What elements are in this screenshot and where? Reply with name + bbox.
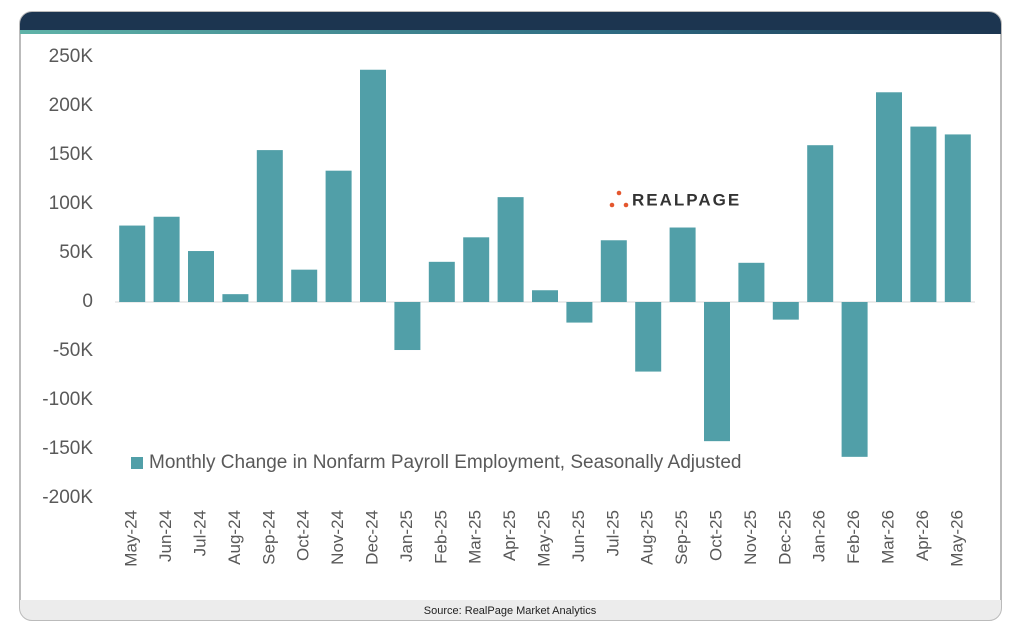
bar [119, 225, 146, 302]
logo: REALPAGE [632, 190, 741, 209]
x-tick-label: Jul-25 [603, 510, 622, 556]
x-tick-label: May-26 [947, 510, 966, 567]
y-tick-label: -100K [42, 389, 93, 410]
y-tick-label: -200K [42, 487, 93, 508]
x-tick-label: Sep-25 [672, 510, 691, 565]
y-tick-label: -150K [42, 438, 93, 459]
bar [291, 269, 318, 302]
bar [188, 251, 214, 302]
x-tick-label: Jan-25 [397, 510, 416, 562]
x-tick-label: Nov-25 [741, 510, 760, 565]
x-tick-label: Oct-24 [294, 510, 313, 561]
x-tick-label: Mar-26 [878, 510, 897, 564]
legend-swatch [131, 457, 143, 469]
x-tick-label: Feb-26 [844, 510, 863, 564]
header-stripe [20, 30, 1001, 34]
bar [325, 170, 352, 302]
bar [532, 290, 558, 302]
x-tick-label: Oct-25 [706, 510, 725, 561]
x-tick-label: Dec-25 [775, 510, 794, 565]
bar [153, 216, 180, 302]
logo-mark [609, 190, 629, 208]
x-tick-label: Jul-24 [190, 510, 209, 556]
footer-bar [20, 600, 1001, 620]
y-tick-label: 250K [49, 46, 94, 67]
x-tick-label: Sep-24 [259, 510, 278, 565]
bar [360, 69, 386, 303]
bar [841, 302, 868, 457]
bar [807, 145, 834, 302]
bar [428, 261, 455, 302]
x-tick-label: Apr-26 [913, 510, 932, 561]
bar [669, 227, 696, 302]
bar [704, 302, 730, 442]
x-tick-label: Nov-24 [328, 510, 347, 565]
bar [772, 302, 799, 320]
bar [497, 197, 524, 302]
y-tick-label: 100K [49, 193, 94, 214]
source: Source: RealPage Market Analytics [424, 605, 597, 617]
y-tick-label: 0 [82, 291, 93, 312]
x-tick-label: Mar-25 [466, 510, 485, 564]
x-tick-label: May-25 [534, 510, 553, 567]
x-tick-label: Feb-25 [431, 510, 450, 564]
bar [222, 294, 249, 302]
legend-label: Monthly Change in Nonfarm Payroll Employ… [149, 452, 741, 473]
x-tick-label: Aug-24 [225, 510, 244, 565]
y-tick-label: 50K [59, 242, 93, 263]
y-tick-label: 200K [49, 95, 94, 116]
bar [600, 240, 627, 302]
x-tick-label: Jun-25 [569, 510, 588, 562]
header-bar [20, 12, 1001, 34]
x-tick-label: Jan-26 [810, 510, 829, 562]
y-tick-label: 150K [49, 144, 94, 165]
x-tick-label: Jun-24 [156, 510, 175, 562]
x-tick-label: Dec-24 [362, 510, 381, 565]
x-tick-label: May-24 [122, 510, 141, 567]
bar [635, 302, 662, 372]
bar [566, 302, 593, 323]
bar [910, 126, 937, 302]
bar [876, 92, 902, 302]
x-tick-label: Apr-25 [500, 510, 519, 561]
bar [394, 302, 421, 351]
bar [944, 134, 971, 302]
y-tick-label: -50K [53, 340, 93, 361]
bar [256, 150, 283, 302]
bar [463, 237, 490, 302]
bar [738, 262, 765, 302]
x-tick-label: Aug-25 [638, 510, 657, 565]
